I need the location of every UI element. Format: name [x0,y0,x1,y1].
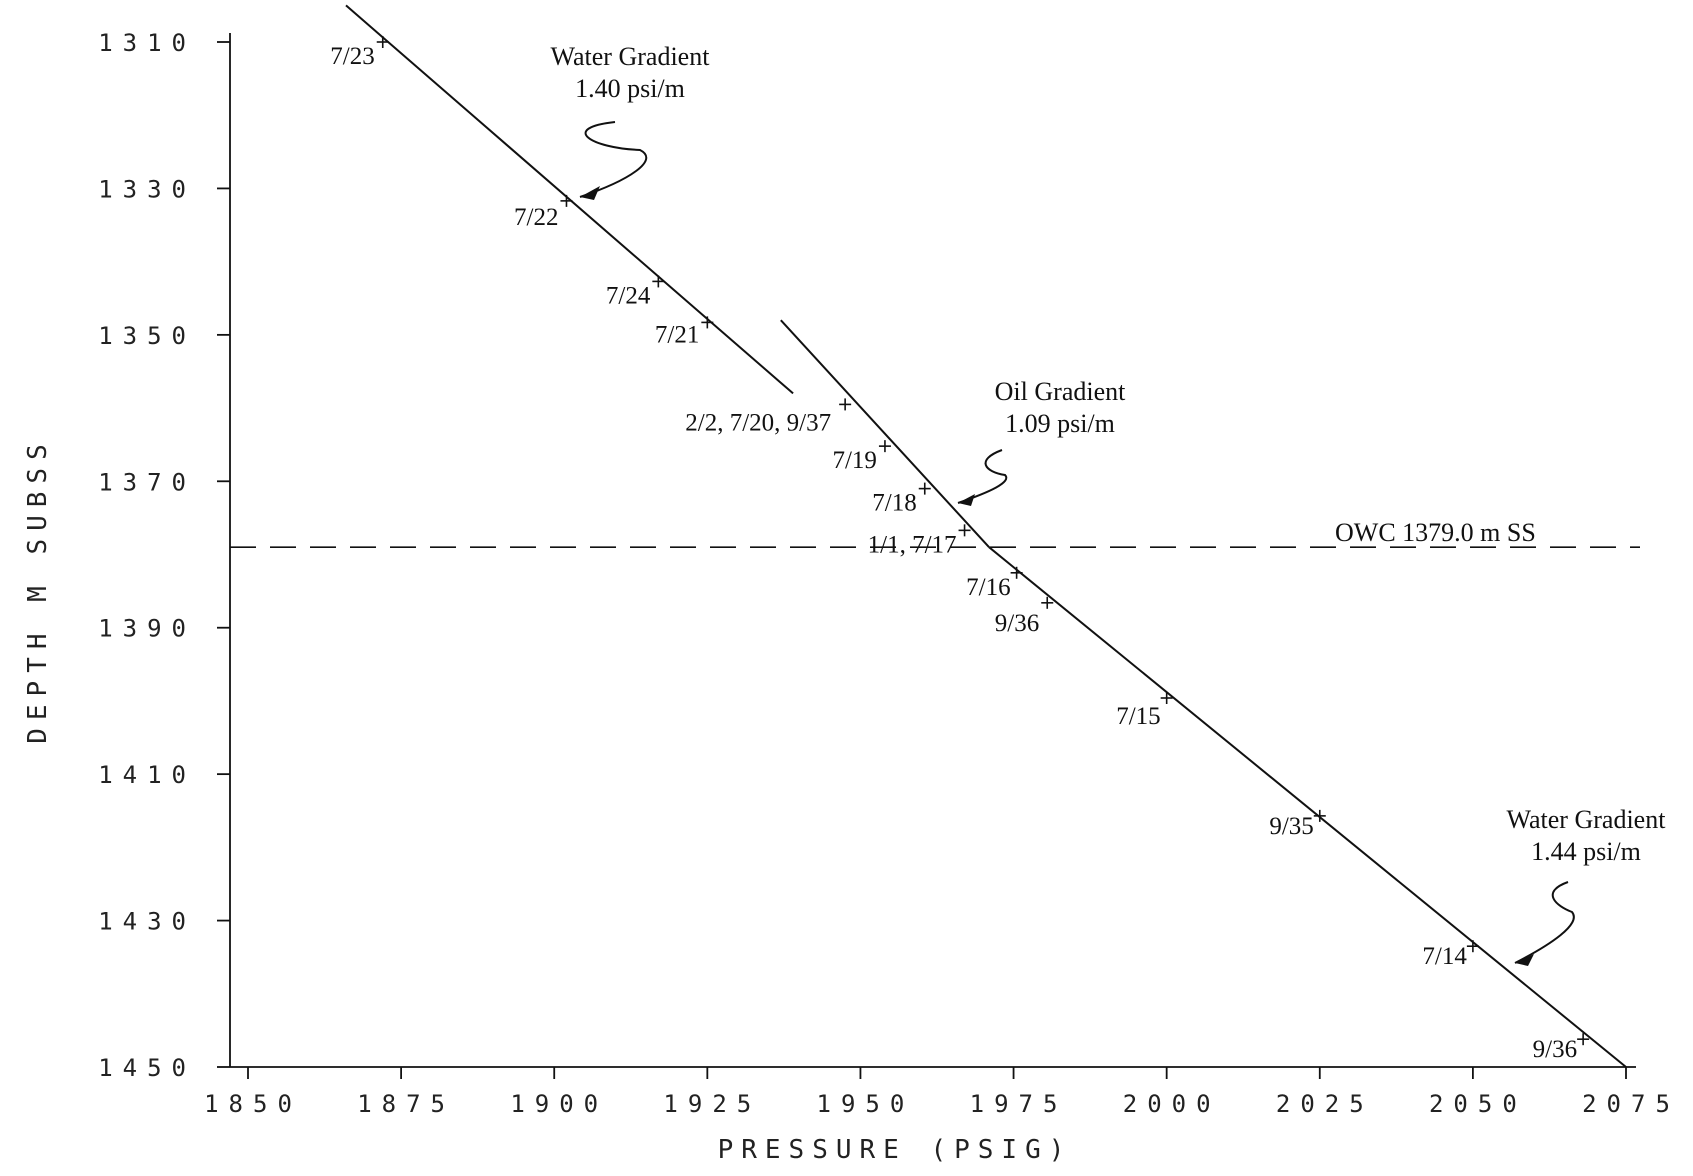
annotation-arrow [1514,881,1575,964]
x-tick-label: 2025 [1276,1090,1374,1118]
point-label: 2/2, 7/20, 9/37 [685,409,831,436]
x-tick-label: 2050 [1429,1090,1527,1118]
point-label: 7/23 [330,43,374,70]
annotation-title: Water Gradient [1507,805,1667,834]
axes [229,33,1636,1068]
point-label: 7/19 [832,447,876,474]
annotation-title: Water Gradient [551,42,711,71]
x-tick-label: 1875 [357,1090,455,1118]
point-label: 7/14 [1422,943,1467,970]
x-tick-label: 1925 [663,1090,761,1118]
point-label: 9/36 [1533,1036,1577,1063]
point-label: 7/18 [872,490,916,517]
y-tick-label: 1390 [98,615,196,643]
point-label: 7/16 [966,574,1010,601]
x-axis-title: PRESSURE (PSIG) [718,1135,1073,1165]
point-label: 1/1, 7/17 [868,531,957,558]
annotation-arrowhead [580,186,600,200]
point-label: 7/21 [655,321,699,348]
point-label: 7/15 [1116,703,1160,730]
owc-reference-line: OWC 1379.0 m SS [230,517,1640,548]
annotation-value: 1.40 psi/m [575,74,685,103]
annotation-arrowhead [1515,954,1534,966]
gradient-annotations: Water Gradient 1.40 psi/m Oil Gradient 1.09… [551,42,1667,966]
x-tick-label: 2075 [1582,1090,1680,1118]
y-tick-label: 1330 [98,175,196,203]
annotation-title: Oil Gradient [995,377,1126,406]
gradient-lines [345,4,1627,1068]
annotation-arrowhead [958,494,975,506]
gradient-line-2 [780,319,990,548]
y-tick-label: 1350 [98,322,196,350]
y-tick-label: 1450 [98,1054,196,1082]
x-tick-label: 1850 [204,1090,302,1118]
gradient-line-1 [345,4,794,395]
owc-label: OWC 1379.0 m SS [1335,518,1536,547]
point-label: 7/24 [606,282,651,309]
data-points: 7/23 7/22 7/247/21 2/2, 7/20, 9/377/19 7/18 1… [330,36,1590,1063]
annotation-value: 1.09 psi/m [1005,409,1115,438]
point-label: 9/35 [1269,813,1313,840]
annotation-arrow [579,121,648,198]
x-tick-label: 2000 [1123,1090,1221,1118]
point-label: 7/22 [514,204,558,231]
y-tick-label: 1410 [98,761,196,789]
y-axis-ticks: 1310 1330 1350 1370 1390 1410 1430 1450 [98,29,230,1082]
owc-label-background [1330,517,1592,546]
x-tick-label: 1975 [970,1090,1068,1118]
y-axis-title: DEPTH M SUBSS [23,436,53,744]
point-label: 9/36 [995,610,1039,637]
annotation-arrow [957,449,1008,504]
y-tick-label: 1430 [98,908,196,936]
y-tick-label: 1310 [98,29,196,57]
x-axis-ticks: 1850 1875 1900 1925 1950 1975 2000 2025 2050 2075 [204,1067,1680,1118]
y-tick-label: 1370 [98,468,196,496]
annotation-value: 1.44 psi/m [1531,837,1641,866]
x-tick-label: 1900 [510,1090,608,1118]
gradient-line-3 [988,546,1627,1068]
x-tick-label: 1950 [817,1090,915,1118]
